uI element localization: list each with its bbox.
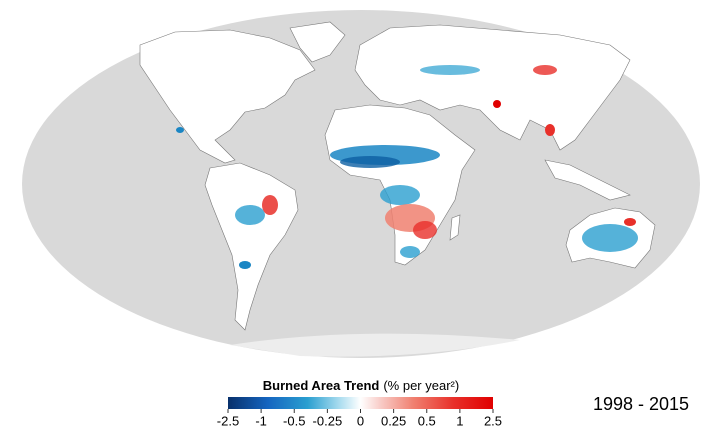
south-america-decline xyxy=(235,205,265,225)
legend-title-group: Burned Area Trend (% per year²) xyxy=(263,378,459,393)
colorbar xyxy=(228,397,493,409)
colorbar-tick-label: 0 xyxy=(357,413,364,428)
greenland xyxy=(289,21,346,63)
argentina-decline xyxy=(239,261,251,269)
south-africa-decline xyxy=(400,246,420,258)
colorbar-ticks: -2.5 -1 -0.5 -0.25 0 0.25 0.5 1 2.5 xyxy=(217,409,502,428)
legend: Burned Area Trend (% per year²) -2.5 -1 -0.… xyxy=(217,378,502,428)
brazil-increase xyxy=(262,195,278,215)
madagascar xyxy=(449,214,461,241)
eurasia-decline xyxy=(420,65,480,75)
asia-increase xyxy=(493,100,501,108)
central-africa-decline xyxy=(380,185,420,205)
colorbar-tick-label: 0.25 xyxy=(381,413,406,428)
legend-title: Burned Area Trend xyxy=(263,378,380,393)
period-label: 1998 - 2015 xyxy=(593,394,689,414)
eurasia-increase xyxy=(533,65,557,75)
asia-increase xyxy=(545,124,555,136)
colorbar-tick-label: -1 xyxy=(255,413,267,428)
australia-increase xyxy=(624,218,636,226)
north-america xyxy=(139,29,316,164)
sahel-decline xyxy=(340,156,400,168)
southern-africa-increase xyxy=(413,221,437,239)
colorbar-tick-label: -2.5 xyxy=(217,413,239,428)
world-map xyxy=(22,10,700,358)
colorbar-tick-label: -0.25 xyxy=(313,413,343,428)
colorbar-tick-label: 2.5 xyxy=(484,413,502,428)
mexico-decline xyxy=(176,127,184,133)
southeast-asia xyxy=(544,159,631,201)
legend-unit: (% per year²) xyxy=(383,378,459,393)
burn-trend-patches xyxy=(176,65,638,269)
antarctica xyxy=(230,333,520,357)
australia-decline xyxy=(582,224,638,252)
colorbar-tick-label: 1 xyxy=(456,413,463,428)
colorbar-tick-label: 0.5 xyxy=(418,413,436,428)
colorbar-tick-label: -0.5 xyxy=(283,413,305,428)
